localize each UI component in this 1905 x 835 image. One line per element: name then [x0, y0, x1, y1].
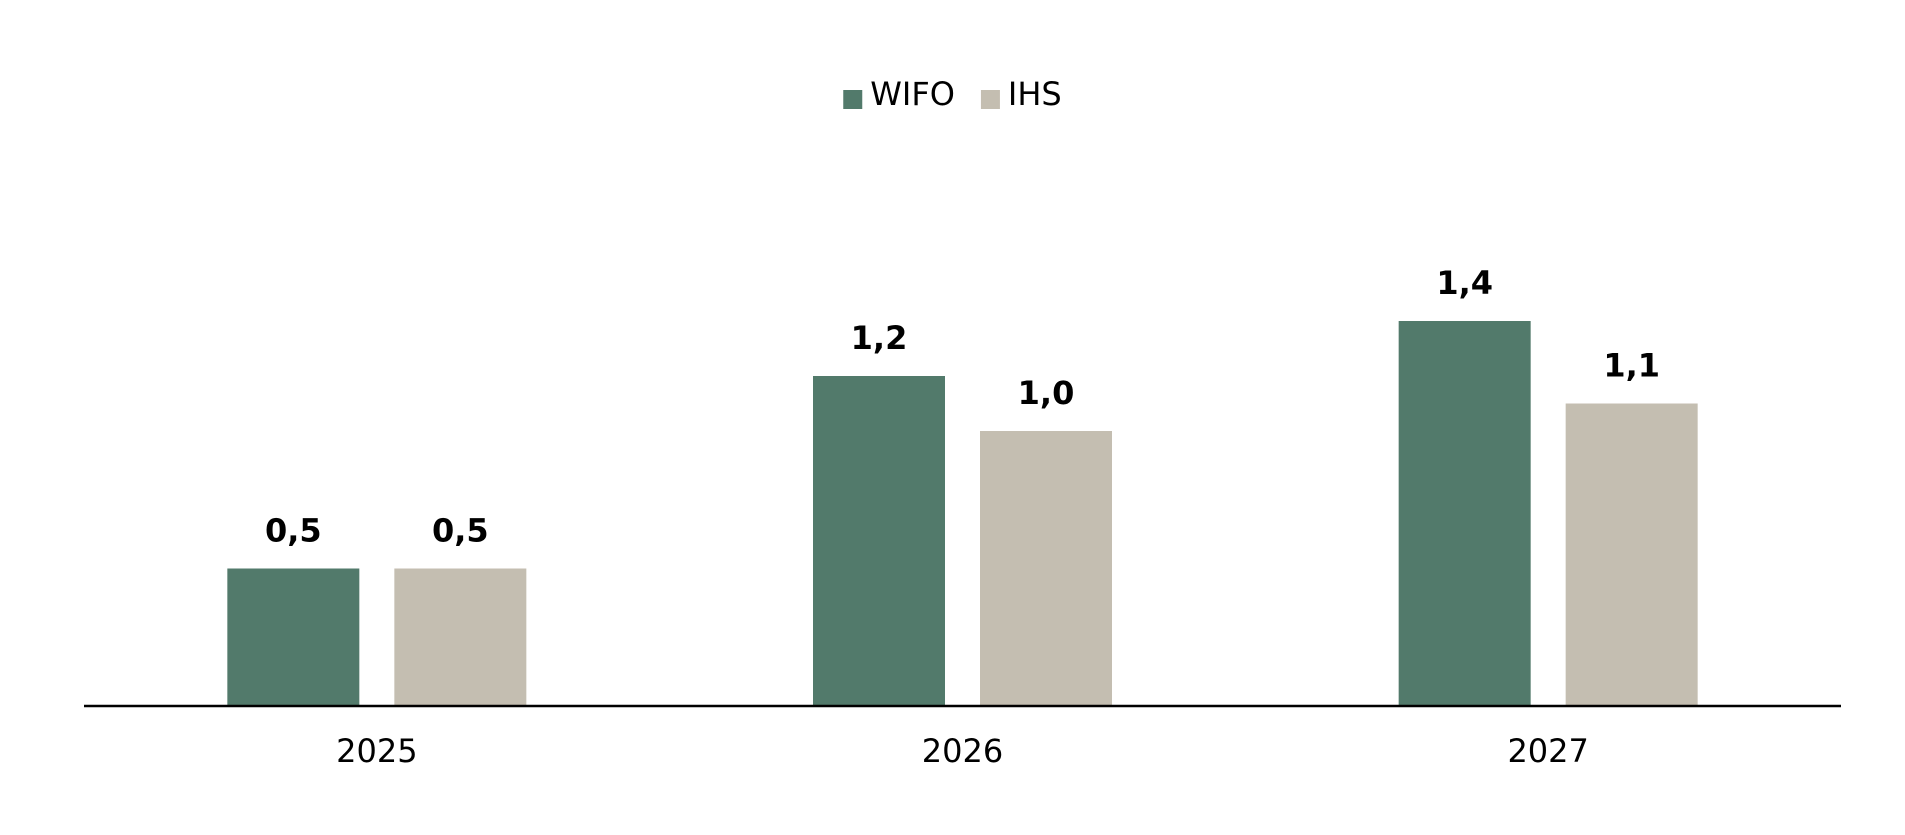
bars — [227, 321, 1698, 706]
legend-item-ihs: IHS — [980, 75, 1062, 113]
x-tick-label-2025: 2025 — [336, 732, 417, 770]
legend: WIFO IHS — [843, 75, 1062, 113]
bar-wifo-2027 — [1398, 321, 1531, 706]
x-tick-label-2026: 2026 — [922, 732, 1003, 770]
bar-ihs-2027 — [1565, 403, 1698, 706]
x-axis-tick-labels: 2025 2026 2027 — [336, 732, 1589, 770]
data-label-wifo-2026: 1,2 — [851, 319, 908, 357]
data-labels: 0,5 0,5 1,2 1,0 1,4 1,1 — [265, 264, 1660, 550]
legend-swatch-ihs — [980, 90, 1000, 109]
data-label-ihs-2027: 1,1 — [1603, 347, 1660, 385]
legend-item-wifo: WIFO — [843, 75, 955, 113]
data-label-ihs-2025: 0,5 — [432, 512, 489, 550]
bar-ihs-2025 — [394, 568, 527, 706]
bar-ihs-2026 — [980, 431, 1112, 706]
bar-wifo-2026 — [813, 376, 945, 706]
x-tick-label-2027: 2027 — [1507, 732, 1588, 770]
legend-label-ihs: IHS — [1008, 75, 1062, 113]
bar-wifo-2025 — [227, 568, 360, 706]
data-label-ihs-2026: 1,0 — [1018, 374, 1075, 412]
legend-swatch-wifo — [843, 90, 863, 109]
legend-label-wifo: WIFO — [870, 75, 955, 113]
data-label-wifo-2027: 1,4 — [1436, 264, 1493, 302]
data-label-wifo-2025: 0,5 — [265, 512, 322, 550]
